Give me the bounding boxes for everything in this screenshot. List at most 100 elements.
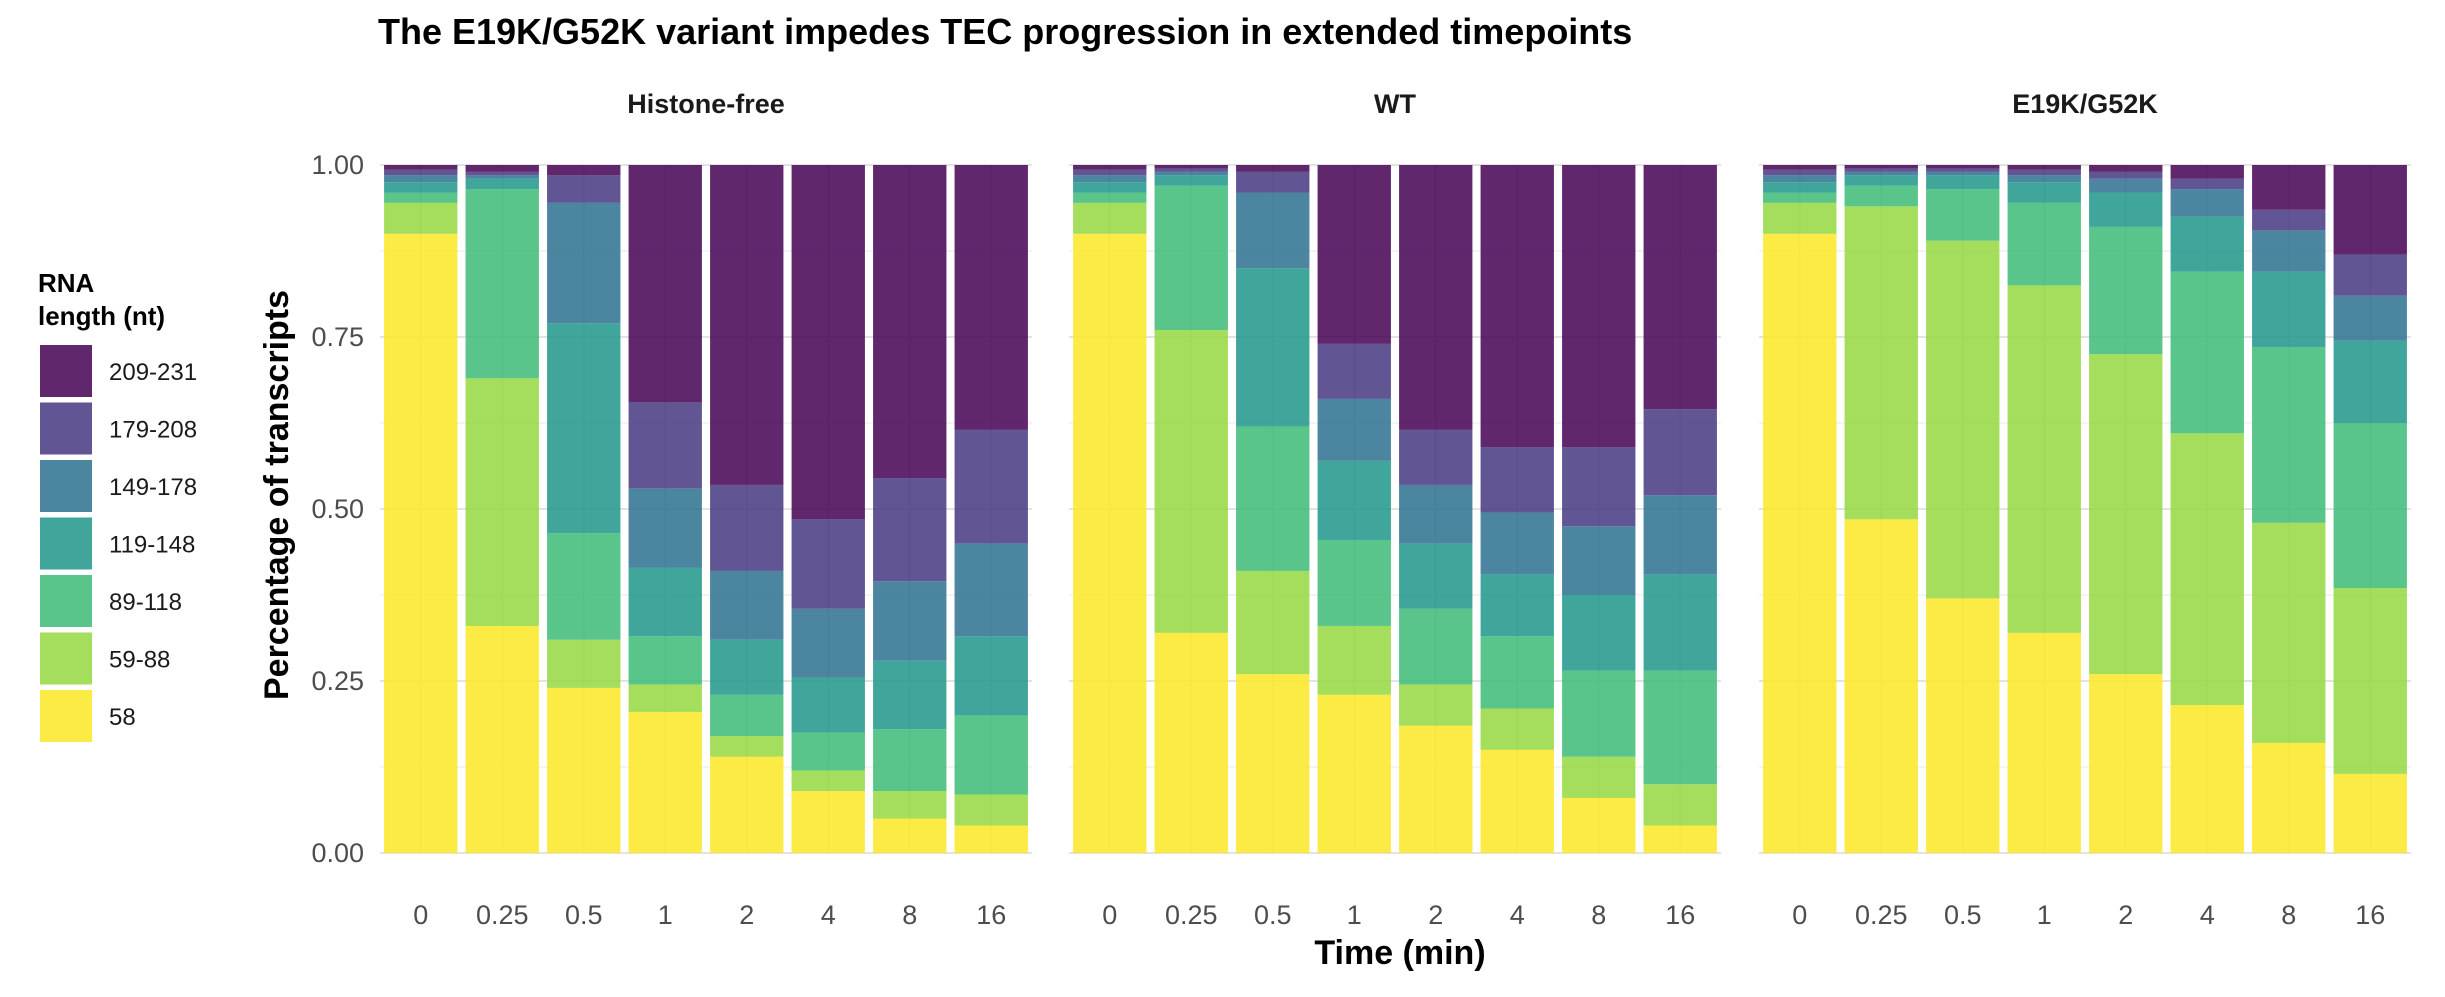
bar-segment <box>954 636 1028 716</box>
bar-segment <box>1154 632 1228 853</box>
bar-segment <box>1763 182 1837 193</box>
bar-segment <box>873 165 947 479</box>
bar-segment <box>710 570 784 640</box>
bar-segment <box>2333 340 2407 423</box>
bar-segment <box>2089 226 2163 355</box>
facet-panel: E19K/G52K 0 0.25 0.5 1 2 4 8 16 <box>1759 89 2411 930</box>
x-tick-label: 1 <box>658 900 673 930</box>
bar-segment <box>1399 684 1473 726</box>
legend-key <box>40 517 92 570</box>
legend-label: 179-208 <box>109 417 197 444</box>
x-tick-label: 0.5 <box>1944 900 1982 930</box>
bar-segment <box>1763 175 1837 183</box>
bar-segment <box>2252 209 2326 231</box>
bar-segment <box>710 756 784 853</box>
legend-label: 89-118 <box>109 589 182 616</box>
facets: Histone-free 0 0.25 0.5 1 2 4 8 16 WT 0 0.25 0.5 1 2 4 8… <box>380 89 2411 930</box>
x-tick-label: 2 <box>1428 900 1443 930</box>
bar-segment <box>1926 165 2000 169</box>
bar-segment <box>547 202 621 324</box>
bar-segment <box>547 165 621 176</box>
bar-segment <box>710 694 784 737</box>
bar-segment <box>2007 165 2081 170</box>
bar-segment <box>465 189 539 379</box>
bar-segment <box>2170 216 2244 272</box>
bar-segment <box>628 636 702 685</box>
legend-key <box>40 690 92 742</box>
bar-segment <box>1154 175 1228 186</box>
bar-segment <box>2170 189 2244 217</box>
bar-segment <box>1317 398 1391 461</box>
bar-segment <box>1154 171 1228 176</box>
bar-segment <box>873 791 947 819</box>
bar-segment <box>547 533 621 640</box>
legend-label: 149-178 <box>109 474 197 501</box>
bar-segment <box>2252 230 2326 272</box>
bar-segment <box>1480 447 1554 513</box>
bar-segment <box>1844 185 1918 207</box>
bar-segment <box>1643 574 1717 671</box>
legend-label: 59-88 <box>109 647 170 674</box>
bar-segment <box>1763 169 1837 176</box>
bar-segment <box>1643 409 1717 496</box>
facet-panel: WT 0 0.25 0.5 1 2 4 8 16 <box>1069 89 1721 930</box>
x-tick-label: 2 <box>2118 900 2133 930</box>
legend-key <box>40 402 92 455</box>
bar-segment <box>1562 526 1636 595</box>
facet-label: E19K/G52K <box>2012 89 2158 119</box>
x-tick-label: 16 <box>976 900 1006 930</box>
x-tick-label: 4 <box>821 900 836 930</box>
facet-label: WT <box>1374 89 1416 119</box>
bar-segment <box>2007 202 2081 286</box>
legend-key <box>40 575 92 627</box>
chart-title: The E19K/G52K variant impedes TEC progre… <box>378 11 1632 52</box>
bar-segment <box>1073 169 1147 176</box>
legend-key <box>40 632 92 685</box>
bar-segment <box>791 770 865 792</box>
y-tick-label: 0.75 <box>311 322 364 352</box>
bar-segment <box>1317 343 1391 399</box>
bar-segment <box>547 687 621 853</box>
bar-segment <box>791 608 865 678</box>
bar-segment <box>1317 539 1391 626</box>
bar-segment <box>1844 168 1918 172</box>
bar-segment <box>710 736 784 757</box>
bar-segment <box>1154 165 1228 169</box>
bar-segment <box>1562 670 1636 757</box>
bar-segment <box>954 165 1028 430</box>
bar-segment <box>1926 168 2000 172</box>
bar-segment <box>791 677 865 733</box>
bar-segment <box>1154 330 1228 633</box>
bar-segment <box>1317 165 1391 344</box>
bar-segment <box>1317 694 1391 853</box>
legend-title: length (nt) <box>38 301 165 331</box>
bar-segment <box>954 825 1028 853</box>
bar-segment <box>1073 175 1147 183</box>
bar-segment <box>873 729 947 792</box>
bar-segment <box>791 791 865 853</box>
bar-segment <box>1236 674 1310 853</box>
x-tick-label: 0 <box>413 900 428 930</box>
bar-segment <box>2333 588 2407 774</box>
bar-segment <box>465 165 539 172</box>
bar-segment <box>954 794 1028 826</box>
bar-segment <box>1926 171 2000 176</box>
bar-segment <box>628 684 702 712</box>
x-tick-label: 8 <box>1591 900 1606 930</box>
bar-segment <box>1844 206 1918 520</box>
x-axis-title: Time (min) <box>1314 934 1485 972</box>
bar-segment <box>2333 165 2407 255</box>
bar-segment <box>1073 182 1147 193</box>
bar-segment <box>791 519 865 609</box>
bar-segment <box>547 323 621 534</box>
bar-segment <box>1399 608 1473 685</box>
bar-segment <box>1480 512 1554 575</box>
bar-segment <box>2089 165 2163 172</box>
bar-segment <box>1480 749 1554 853</box>
bar-segment <box>873 818 947 853</box>
bar-segment <box>1236 171 1310 193</box>
bar-segment <box>1317 625 1391 695</box>
bar-segment <box>465 175 539 179</box>
x-tick-label: 1 <box>2037 900 2052 930</box>
